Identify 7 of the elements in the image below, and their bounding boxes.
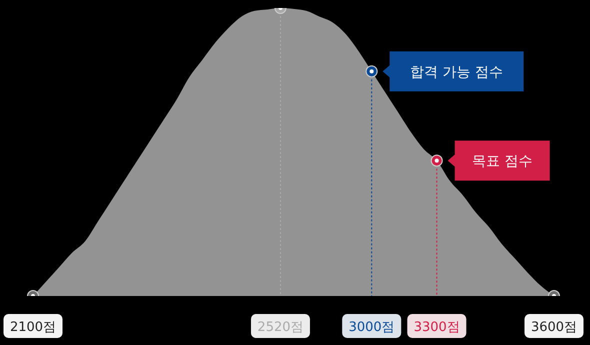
annotation: 합격 가능 점수 [410, 64, 504, 80]
annotation: 목표 점수 [472, 154, 532, 170]
x-tick-label: 2520점 [257, 320, 304, 335]
x-tick-label: 3300점 [414, 320, 460, 335]
x-tick-label: 2100점 [10, 320, 56, 335]
x-tick-label: 3000점 [348, 320, 395, 335]
x-tick-label: 3600점 [530, 320, 578, 335]
